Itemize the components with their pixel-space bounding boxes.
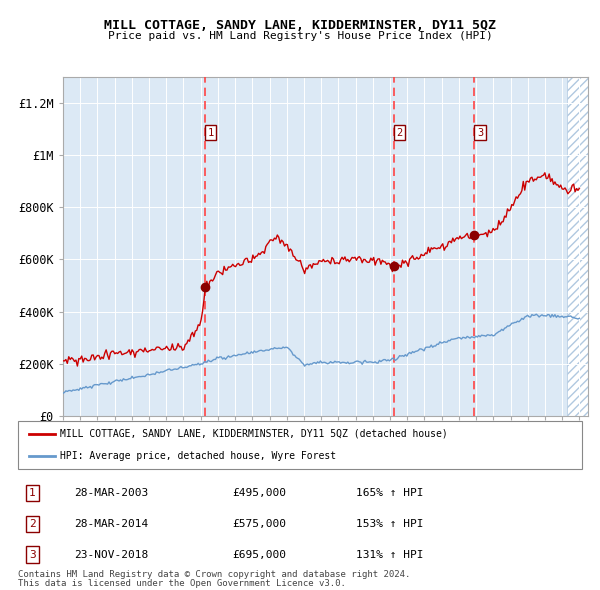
Text: 1: 1	[29, 488, 35, 497]
Text: 3: 3	[477, 127, 483, 137]
Text: Price paid vs. HM Land Registry's House Price Index (HPI): Price paid vs. HM Land Registry's House …	[107, 31, 493, 41]
Text: MILL COTTAGE, SANDY LANE, KIDDERMINSTER, DY11 5QZ (detached house): MILL COTTAGE, SANDY LANE, KIDDERMINSTER,…	[60, 429, 448, 439]
Text: £575,000: £575,000	[232, 519, 286, 529]
Text: 2: 2	[397, 127, 403, 137]
Text: This data is licensed under the Open Government Licence v3.0.: This data is licensed under the Open Gov…	[18, 579, 346, 588]
Text: 3: 3	[29, 550, 35, 559]
Bar	[568, 77, 588, 416]
Text: £695,000: £695,000	[232, 550, 286, 559]
FancyBboxPatch shape	[18, 421, 582, 469]
Text: 131% ↑ HPI: 131% ↑ HPI	[356, 550, 424, 559]
Text: MILL COTTAGE, SANDY LANE, KIDDERMINSTER, DY11 5QZ: MILL COTTAGE, SANDY LANE, KIDDERMINSTER,…	[104, 19, 496, 32]
Text: 23-NOV-2018: 23-NOV-2018	[74, 550, 149, 559]
Text: Contains HM Land Registry data © Crown copyright and database right 2024.: Contains HM Land Registry data © Crown c…	[18, 571, 410, 579]
Text: 28-MAR-2003: 28-MAR-2003	[74, 488, 149, 497]
Text: 165% ↑ HPI: 165% ↑ HPI	[356, 488, 424, 497]
Text: 2: 2	[29, 519, 35, 529]
Text: 28-MAR-2014: 28-MAR-2014	[74, 519, 149, 529]
Text: 153% ↑ HPI: 153% ↑ HPI	[356, 519, 424, 529]
Text: £495,000: £495,000	[232, 488, 286, 497]
Text: 1: 1	[207, 127, 214, 137]
Text: HPI: Average price, detached house, Wyre Forest: HPI: Average price, detached house, Wyre…	[60, 451, 337, 461]
